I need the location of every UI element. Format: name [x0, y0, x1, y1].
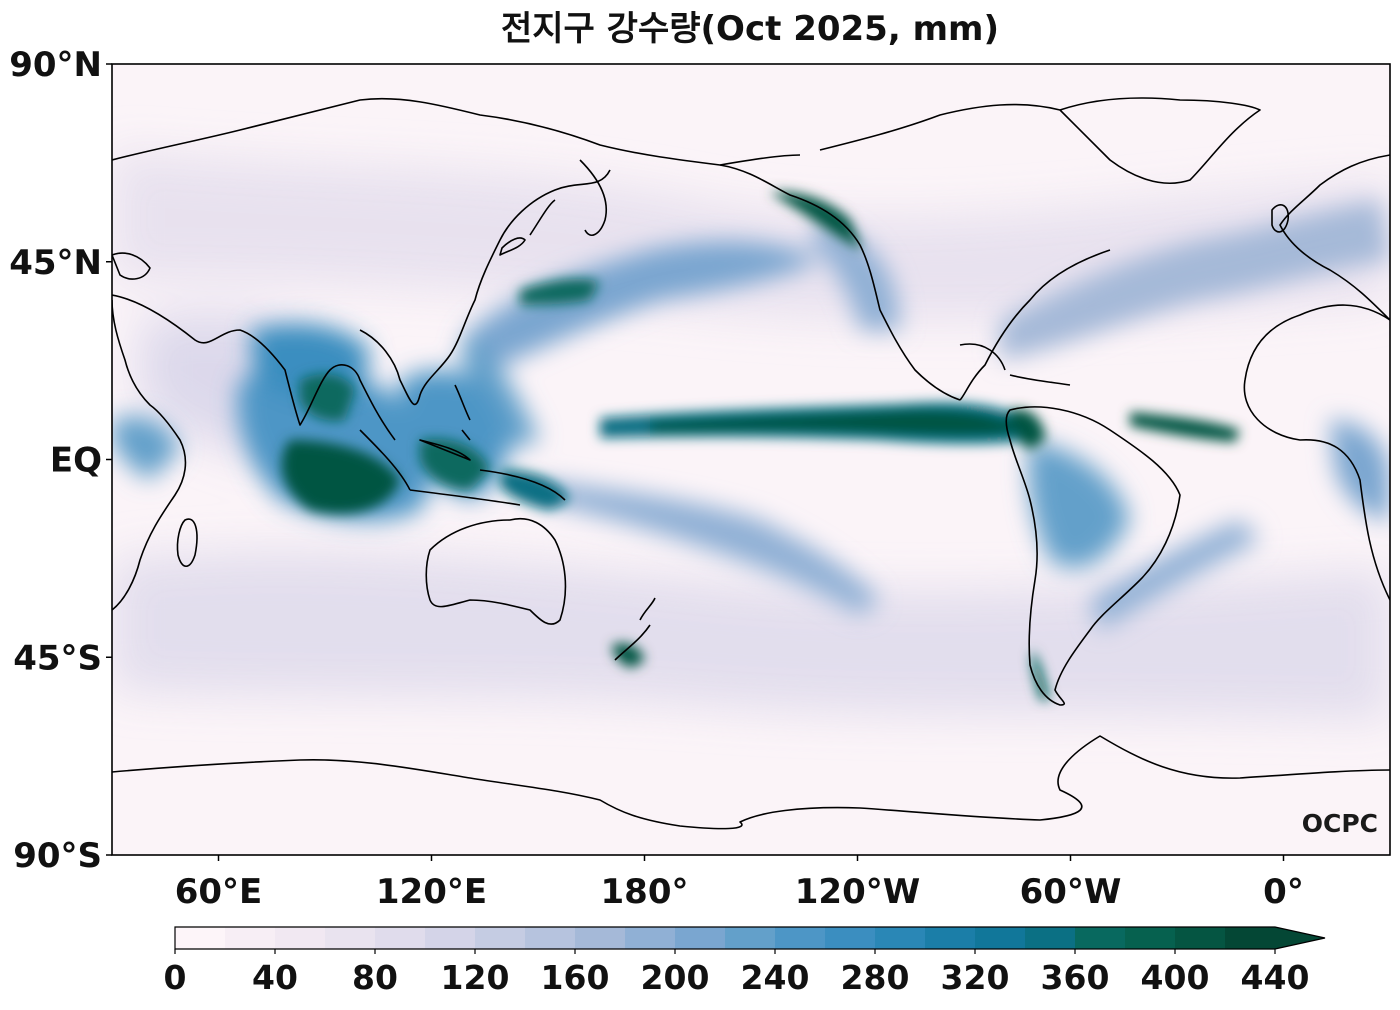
colorbar-swatch: [775, 927, 826, 949]
colorbar-swatch: [425, 927, 476, 949]
colorbar-swatch: [725, 927, 776, 949]
colorbar-tick-label: 120: [441, 958, 510, 997]
colorbar-swatch: [825, 927, 876, 949]
lat-tick-label: 45°S: [13, 638, 102, 678]
colorbar-tick-label: 40: [252, 958, 298, 997]
colorbar-extend-arrow: [1275, 927, 1325, 949]
colorbar-swatch: [975, 927, 1026, 949]
colorbar-tick-label: 80: [352, 958, 398, 997]
lon-tick-label: 180°: [601, 872, 689, 912]
lon-tick-label: 0°: [1263, 872, 1304, 912]
lon-tick-label: 60°E: [175, 872, 263, 912]
colorbar-tick-label: 400: [1141, 958, 1210, 997]
colorbar-swatch: [325, 927, 376, 949]
colorbar-tick-label: 240: [741, 958, 810, 997]
latitude-axis: 90°N 45°N EQ 45°S 90°S: [9, 45, 112, 876]
colorbar-swatch: [175, 927, 226, 949]
colorbar-swatch: [1025, 927, 1076, 949]
colorbar-swatch: [525, 927, 576, 949]
ocpc-logo: OCPC: [1302, 809, 1378, 838]
colorbar-swatch: [575, 927, 626, 949]
colorbar-tick-label: 320: [941, 958, 1010, 997]
lat-tick-label: 90°S: [13, 836, 102, 876]
coastlines: [112, 97, 1390, 830]
colorbar-swatch: [475, 927, 526, 949]
colorbar: 0 40 80 120 160 200 240 280 320 360 400 440: [164, 926, 1326, 997]
colorbar-swatch: [925, 927, 976, 949]
colorbar-swatch: [375, 927, 426, 949]
colorbar-swatch: [1175, 927, 1226, 949]
colorbar-swatch: [1225, 927, 1276, 949]
colorbar-tick-label: 360: [1041, 958, 1110, 997]
storm-track-bands: [112, 150, 1390, 720]
colorbar-swatch: [1125, 927, 1176, 949]
colorbar-swatch: [875, 927, 926, 949]
lon-tick-label: 120°E: [376, 872, 487, 912]
lon-tick-label: 60°W: [1020, 872, 1122, 912]
heavy-rain-regions: [281, 191, 1240, 700]
colorbar-swatch: [675, 927, 726, 949]
colorbar-outline: [174, 926, 1326, 950]
colorbar-swatch: [1075, 927, 1126, 949]
colorbar-tick-label: 0: [164, 958, 187, 997]
colorbar-tick-label: 200: [641, 958, 710, 997]
colorbar-swatch: [625, 927, 676, 949]
lat-tick-label: EQ: [50, 441, 102, 481]
lat-tick-label: 90°N: [9, 45, 102, 85]
lat-tick-label: 45°N: [9, 243, 102, 283]
precipitation-field: [112, 64, 1390, 855]
lon-tick-label: 120°W: [795, 872, 920, 912]
colorbar-swatch: [275, 927, 326, 949]
longitude-axis: 60°E 120°E 180° 120°W 60°W 0°: [175, 855, 1304, 912]
colorbar-tick-label: 160: [541, 958, 610, 997]
map-title: 전지구 강수량(Oct 2025, mm): [501, 9, 999, 49]
colorbar-tick-label: 280: [841, 958, 910, 997]
colorbar-tick-label: 440: [1241, 958, 1310, 997]
colorbar-swatch: [225, 927, 276, 949]
